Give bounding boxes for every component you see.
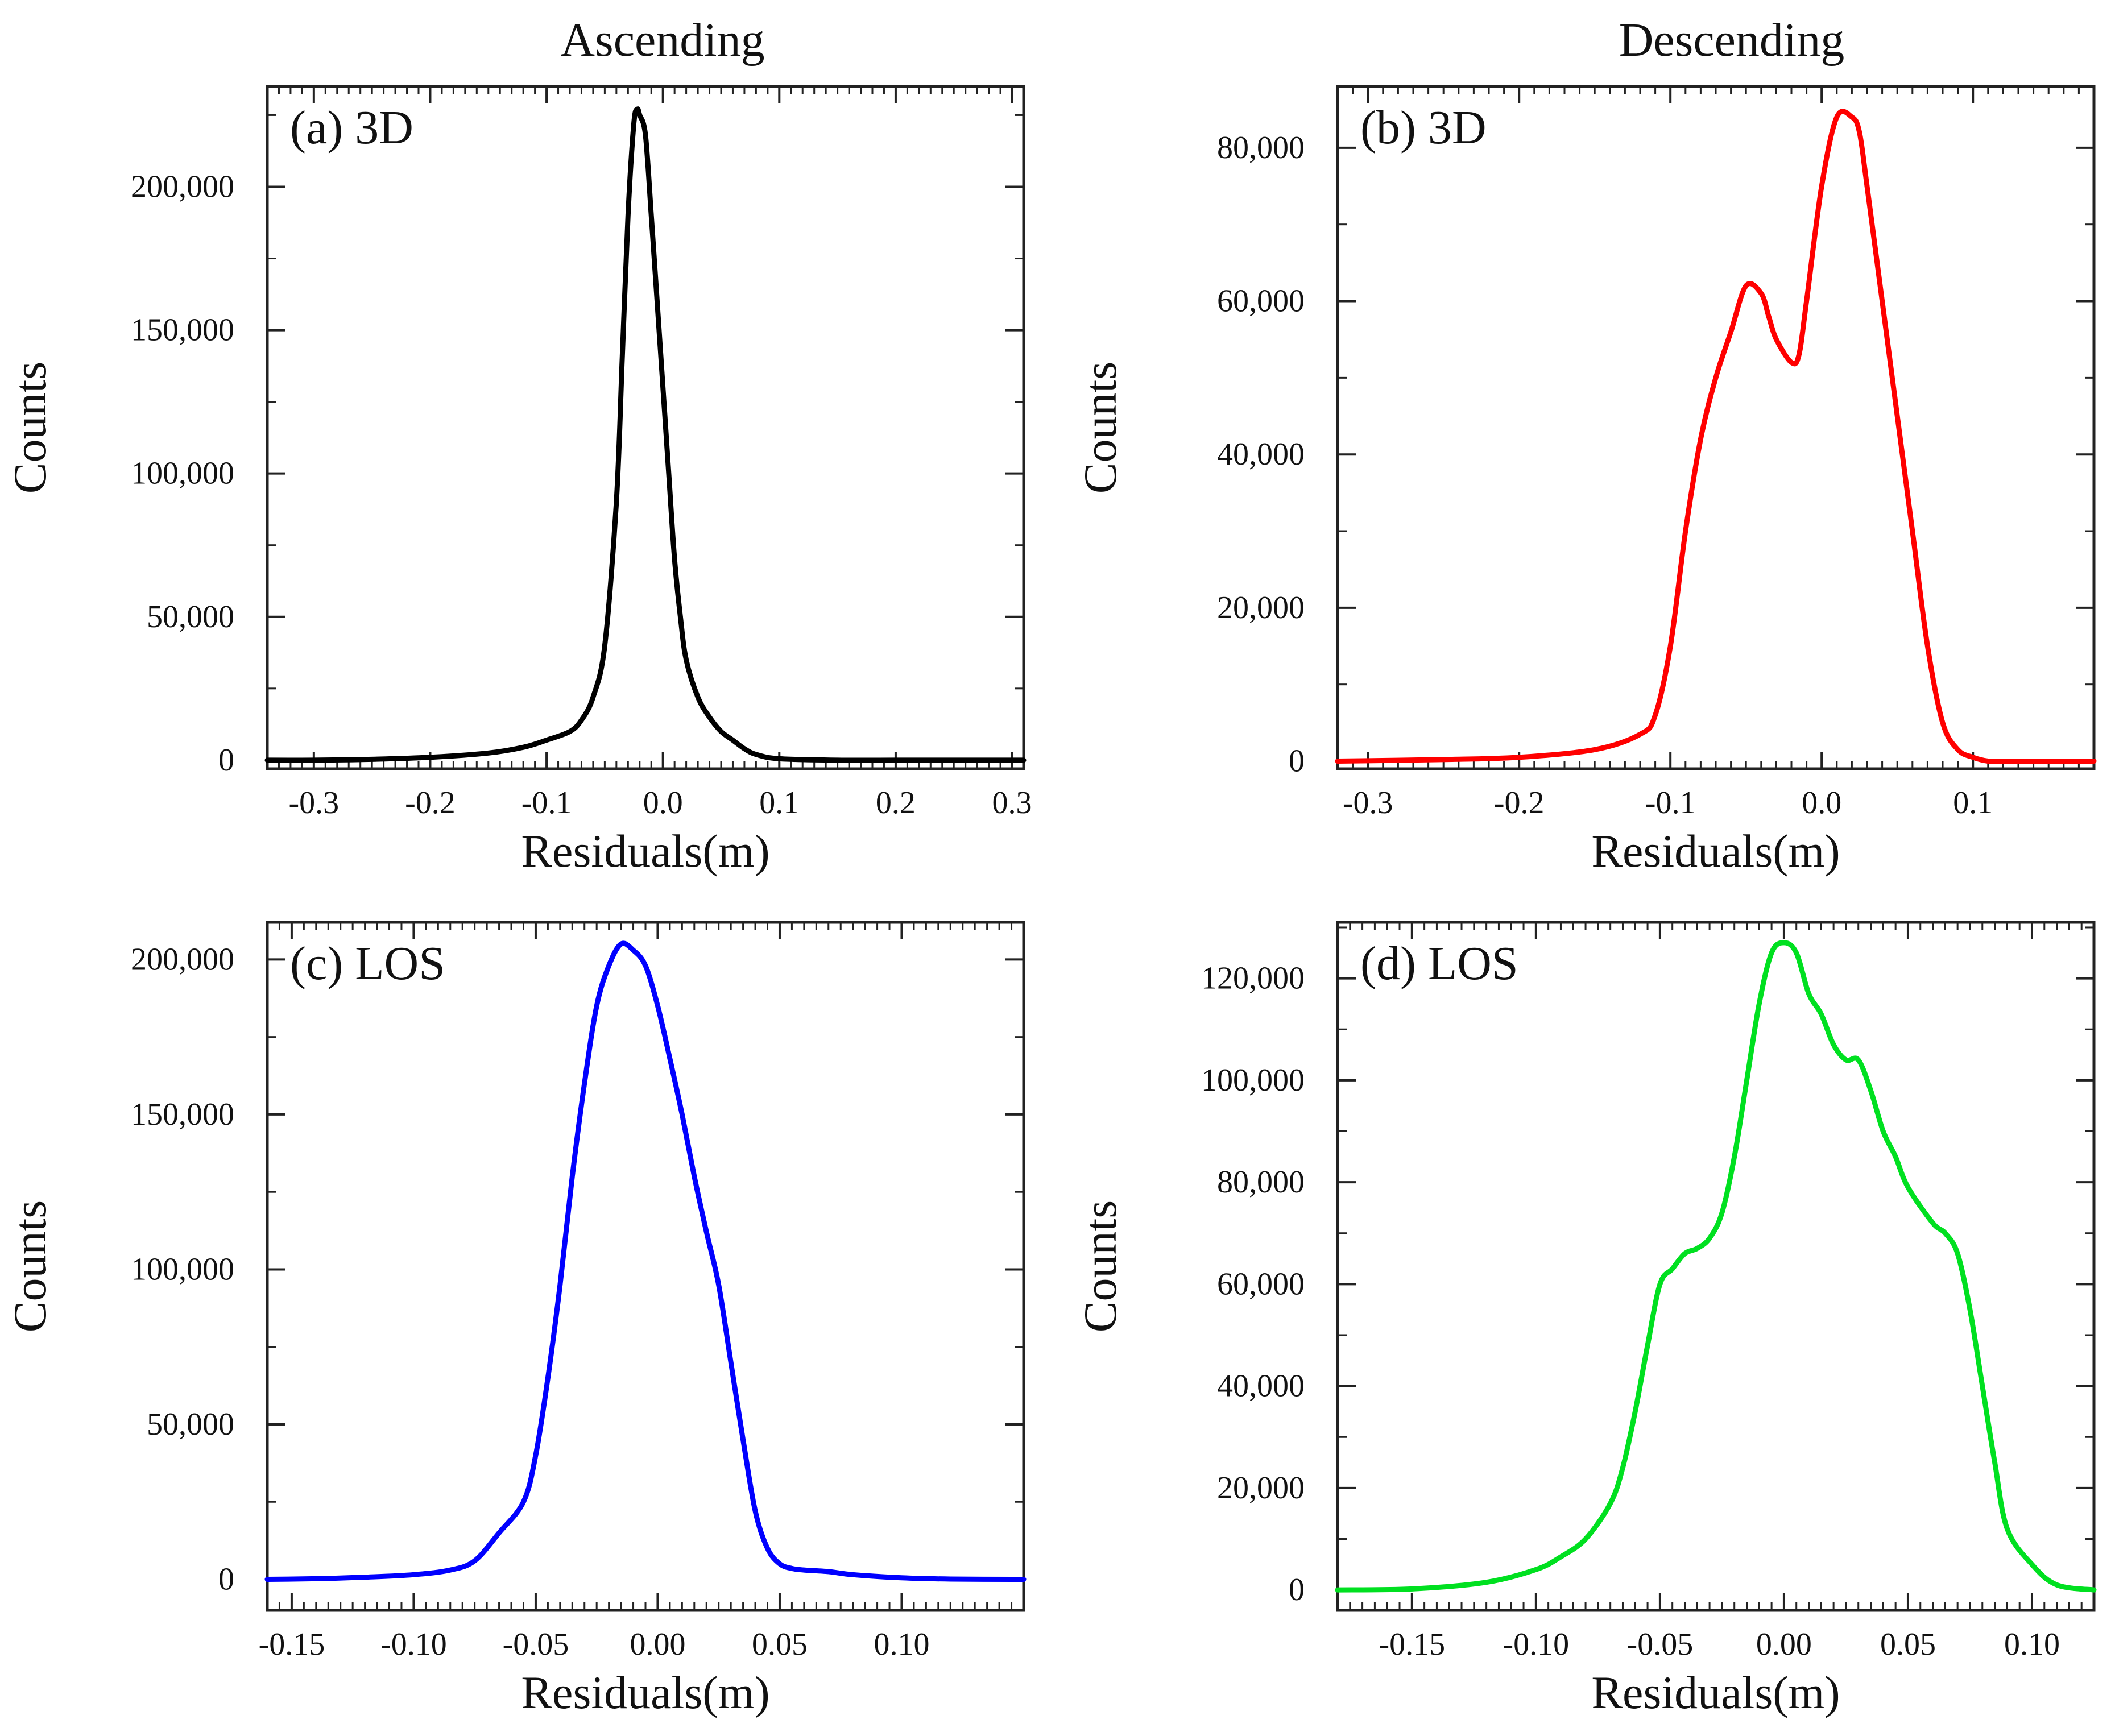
x-tick-label: -0.3	[289, 785, 340, 821]
x-tick-label: -0.1	[1645, 785, 1696, 821]
x-tick-label: 0.3	[992, 785, 1032, 821]
x-tick-label: -0.10	[1503, 1627, 1570, 1662]
x-axis-label: Residuals(m)	[1591, 1667, 1840, 1718]
x-tick-label: 0.0	[1802, 785, 1841, 821]
y-tick-label: 200,000	[131, 169, 234, 204]
x-tick-label: 0.10	[874, 1627, 929, 1662]
y-tick-label: 0	[218, 1561, 234, 1597]
series-line	[1335, 940, 2097, 1593]
y-tick-label: 0	[218, 743, 234, 778]
x-tick-label: 0.00	[1756, 1627, 1812, 1662]
x-tick-label: -0.05	[503, 1627, 569, 1662]
y-axis-label: Counts	[4, 362, 56, 494]
panel-b-descending-3d: -0.3 -0.2 -0.1 0.0 0.1 0 20,000 40,000 60,000 80,…	[1074, 85, 2097, 877]
x-tick-label: -0.05	[1627, 1627, 1694, 1662]
y-tick-label: 120,000	[1201, 961, 1305, 996]
y-tick-label: 100,000	[131, 456, 234, 491]
y-tick-label: 60,000	[1217, 284, 1305, 319]
series-line	[1335, 109, 2097, 764]
x-minor-ticks	[1336, 922, 2095, 1610]
plot-frame	[1336, 921, 2096, 1612]
x-axis-label: Residuals(m)	[521, 1667, 769, 1718]
y-tick-label: 100,000	[1201, 1063, 1305, 1098]
y-tick-label: 50,000	[147, 599, 234, 635]
y-tick-label: 60,000	[1217, 1266, 1305, 1302]
series-line	[264, 940, 1027, 1582]
series-line	[264, 106, 1027, 763]
plot-frame	[266, 85, 1025, 770]
y-tick-label: 20,000	[1217, 1470, 1305, 1506]
x-tick-label: -0.10	[380, 1627, 447, 1662]
x-tick-label: 0.0	[643, 785, 683, 821]
x-axis-label: Residuals(m)	[521, 825, 769, 877]
x-tick-label: -0.2	[1494, 785, 1545, 821]
y-axis-label: Counts	[4, 1200, 56, 1332]
x-tick-label: 0.1	[759, 785, 799, 821]
x-axis-label: Residuals(m)	[1591, 825, 1840, 877]
x-tick-label: 0.1	[1953, 785, 1993, 821]
panel-label: (b) 3D	[1360, 101, 1487, 154]
y-tick-label: 40,000	[1217, 437, 1305, 472]
panel-a-ascending-3d: -0.3 -0.2 -0.1 0.0 0.1 0.2 0.3 0 50,000 100,000 15…	[4, 85, 1032, 877]
x-tick-label: -0.15	[259, 1627, 325, 1662]
panel-c-ascending-los: -0.15 -0.10 -0.05 0.00 0.05 0.10 0 50,000 100,00…	[4, 921, 1027, 1718]
y-tick-label: 0	[1289, 744, 1305, 779]
x-tick-label: 0.00	[630, 1627, 685, 1662]
y-tick-label: 80,000	[1217, 1165, 1305, 1200]
y-tick-label: 50,000	[147, 1407, 234, 1442]
y-tick-label: 100,000	[131, 1252, 234, 1287]
panel-label: (a) 3D	[290, 101, 413, 154]
x-tick-label: -0.3	[1343, 785, 1393, 821]
y-tick-label: 0	[1289, 1572, 1305, 1607]
column-title-descending: Descending	[1619, 14, 1845, 67]
column-title-ascending: Ascending	[560, 14, 764, 67]
y-tick-label: 80,000	[1217, 130, 1305, 165]
panel-label: (c) LOS	[290, 937, 445, 990]
y-axis-label: Counts	[1074, 362, 1126, 494]
x-tick-label: 0.05	[752, 1627, 808, 1662]
y-tick-label: 200,000	[131, 942, 234, 977]
y-tick-label: 20,000	[1217, 590, 1305, 625]
y-axis-label: Counts	[1074, 1200, 1126, 1332]
x-tick-label: 0.05	[1880, 1627, 1936, 1662]
panel-label: (d) LOS	[1360, 937, 1518, 990]
x-tick-label: -0.1	[521, 785, 572, 821]
y-tick-label: 150,000	[131, 1097, 234, 1132]
y-tick-label: 150,000	[131, 313, 234, 348]
x-tick-label: -0.15	[1379, 1627, 1445, 1662]
panel-d-descending-los: -0.15 -0.10 -0.05 0.00 0.05 0.10 0 20,000 40,000…	[1074, 921, 2097, 1718]
x-tick-label: -0.2	[405, 785, 456, 821]
y-tick-label: 40,000	[1217, 1369, 1305, 1404]
x-tick-label: 0.10	[2004, 1627, 2060, 1662]
x-tick-label: 0.2	[876, 785, 916, 821]
